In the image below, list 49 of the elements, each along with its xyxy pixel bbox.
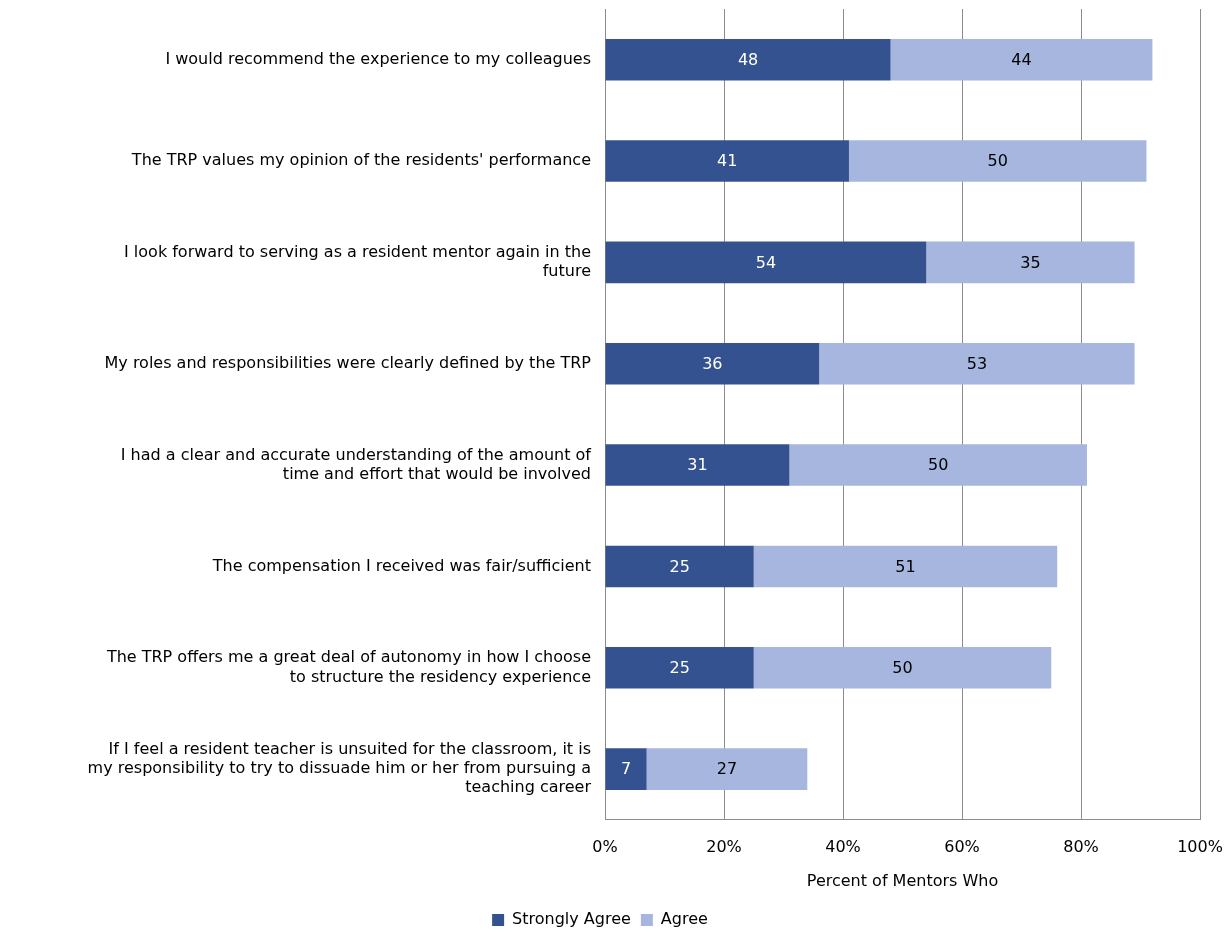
y-tick-label: I look forward to serving as a resident mentor again in the future <box>124 241 591 281</box>
data-label: 7 <box>620 759 632 779</box>
data-label: 50 <box>987 151 1008 171</box>
y-tick-label: If I feel a resident teacher is unsuited for the classroom, it is my responsibility to try to dissuade him or her from pursuing a teaching career <box>87 739 592 797</box>
bar <box>605 241 927 284</box>
bar <box>819 342 1135 385</box>
data-label: 50 <box>892 657 913 677</box>
y-tick-label: The TRP values my opinion of the residents' performance <box>130 150 591 170</box>
bar <box>605 140 849 182</box>
x-tick-label: 80% <box>1063 836 1099 856</box>
y-tick-label: The compensation I received was fair/sufficient <box>211 555 591 575</box>
data-label: 31 <box>687 455 708 475</box>
x-tick-label: 60% <box>944 836 980 856</box>
data-label: 48 <box>737 49 759 69</box>
bar <box>605 748 647 790</box>
x-tick-label: 20% <box>706 836 742 856</box>
bar <box>789 444 1087 486</box>
data-label: 54 <box>755 252 777 272</box>
x-tick-label: 100% <box>1177 836 1223 856</box>
data-label: 25 <box>669 556 690 576</box>
x-tick-label: 40% <box>825 836 861 856</box>
bar <box>753 545 1058 588</box>
data-label: 41 <box>717 151 738 171</box>
data-label: 51 <box>895 556 916 576</box>
x-tick-label: 0% <box>592 836 618 856</box>
bar <box>605 38 891 81</box>
y-tick-label: I would recommend the experience to my colleagues <box>165 48 591 68</box>
y-tick-label: I had a clear and accurate understanding of the amount of time and effort that would be involved <box>120 444 592 483</box>
data-label: 50 <box>928 455 949 475</box>
data-label: 36 <box>702 353 723 373</box>
x-axis-title: Percent of Mentors Who <box>806 870 999 890</box>
y-tick-label: My roles and responsibilities were clearly defined by the TRP <box>104 352 592 372</box>
data-label: 25 <box>669 657 690 677</box>
data-label: 27 <box>716 759 738 779</box>
bar <box>605 342 820 385</box>
bar <box>605 444 790 486</box>
bar <box>605 647 754 689</box>
data-label: 44 <box>1011 49 1032 69</box>
bar <box>848 140 1147 182</box>
bar <box>926 241 1135 284</box>
bar <box>753 647 1052 689</box>
legend-label: Strongly Agree <box>512 909 631 929</box>
data-label: 53 <box>966 353 988 373</box>
bar <box>646 748 808 790</box>
data-label: 35 <box>1020 252 1041 272</box>
bar <box>890 38 1153 81</box>
legend-label: Agree <box>660 909 708 929</box>
bar <box>605 545 754 588</box>
y-tick-label: The TRP offers me a great deal of autonomy in how I choose to structure the residency experience <box>105 647 591 686</box>
